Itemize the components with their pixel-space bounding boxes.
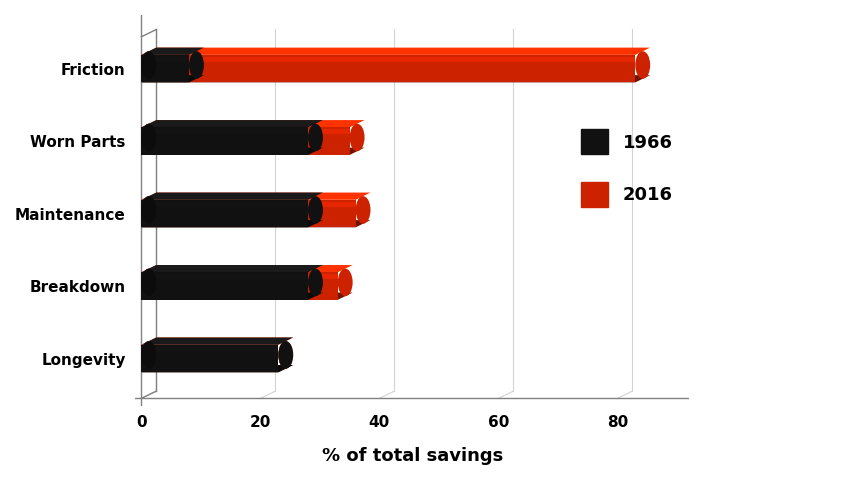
Polygon shape: [142, 365, 293, 372]
Ellipse shape: [142, 341, 156, 369]
Bar: [142, 347, 278, 352]
Ellipse shape: [142, 269, 156, 296]
Polygon shape: [142, 75, 204, 83]
Polygon shape: [142, 337, 293, 345]
Ellipse shape: [142, 196, 156, 224]
Bar: [142, 130, 349, 134]
Ellipse shape: [278, 341, 293, 369]
Bar: [142, 55, 635, 83]
Ellipse shape: [142, 269, 156, 296]
Polygon shape: [142, 120, 323, 127]
Bar: [142, 57, 635, 62]
Polygon shape: [142, 337, 293, 345]
Polygon shape: [142, 48, 650, 55]
Bar: [142, 272, 308, 300]
Polygon shape: [142, 48, 204, 55]
Ellipse shape: [355, 196, 371, 224]
Polygon shape: [142, 192, 371, 200]
Polygon shape: [142, 192, 323, 200]
Polygon shape: [142, 220, 371, 228]
Polygon shape: [142, 220, 323, 228]
Polygon shape: [142, 148, 323, 155]
Bar: [142, 345, 278, 372]
Polygon shape: [142, 292, 353, 300]
Bar: [142, 275, 308, 279]
Polygon shape: [142, 75, 650, 83]
Ellipse shape: [189, 51, 204, 79]
Ellipse shape: [308, 196, 323, 224]
Bar: [142, 55, 189, 83]
Ellipse shape: [308, 124, 323, 151]
Ellipse shape: [278, 341, 293, 369]
Bar: [142, 57, 189, 62]
Ellipse shape: [142, 51, 156, 79]
Bar: [142, 202, 308, 207]
Bar: [142, 272, 338, 300]
Polygon shape: [142, 265, 353, 272]
Ellipse shape: [142, 341, 156, 369]
Polygon shape: [142, 120, 365, 127]
Ellipse shape: [635, 51, 650, 79]
Polygon shape: [142, 292, 323, 300]
Polygon shape: [142, 148, 365, 155]
Ellipse shape: [142, 51, 156, 79]
Bar: [142, 127, 349, 155]
Ellipse shape: [142, 124, 156, 151]
Bar: [142, 347, 278, 352]
Ellipse shape: [349, 124, 365, 151]
Ellipse shape: [308, 269, 323, 296]
Legend: 1966, 2016: 1966, 2016: [574, 122, 680, 214]
Bar: [142, 200, 355, 228]
Bar: [142, 345, 278, 372]
Bar: [142, 275, 338, 279]
X-axis label: % of total savings: % of total savings: [321, 447, 503, 465]
Ellipse shape: [142, 196, 156, 224]
Ellipse shape: [338, 269, 353, 296]
Bar: [142, 130, 308, 134]
Polygon shape: [142, 265, 323, 272]
Bar: [142, 202, 355, 207]
Bar: [142, 127, 308, 155]
Bar: [142, 200, 308, 228]
Ellipse shape: [142, 124, 156, 151]
Polygon shape: [142, 365, 293, 372]
